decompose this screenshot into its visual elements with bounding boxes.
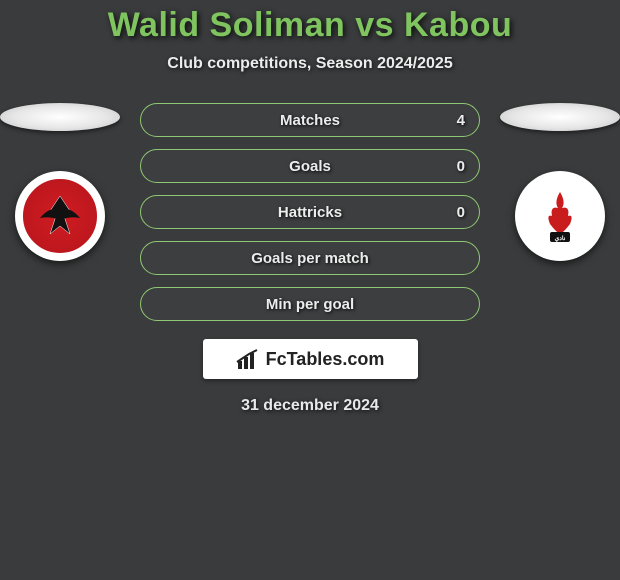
enppi-crest-icon: نادي: [520, 176, 600, 256]
stat-row-min-per-goal: Min per goal: [140, 287, 480, 321]
stat-label: Goals: [289, 158, 331, 175]
eagle-icon: [30, 186, 90, 246]
svg-text:نادي: نادي: [555, 235, 566, 242]
stat-label: Goals per match: [251, 250, 369, 267]
player-left-name-pill: [0, 103, 120, 131]
comparison-subtitle: Club competitions, Season 2024/2025: [0, 55, 620, 73]
comparison-body: نادي Matches 4 Goals 0 Hattricks 0 Goals…: [0, 103, 620, 415]
branding-text: FcTables.com: [266, 349, 385, 370]
branding-badge: FcTables.com: [203, 339, 418, 379]
comparison-date: 31 december 2024: [0, 397, 620, 415]
stat-label: Matches: [280, 112, 340, 129]
stats-list: Matches 4 Goals 0 Hattricks 0 Goals per …: [140, 103, 480, 321]
stat-row-matches: Matches 4: [140, 103, 480, 137]
stat-label: Min per goal: [266, 296, 354, 313]
player-right-club-badge: نادي: [515, 171, 605, 261]
stat-value-right: 0: [457, 158, 465, 175]
flame-icon: نادي: [530, 186, 590, 246]
player-left-club-badge: [15, 171, 105, 261]
player-right-name-pill: [500, 103, 620, 131]
stat-value-right: 0: [457, 204, 465, 221]
stat-value-right: 4: [457, 112, 465, 129]
stat-label: Hattricks: [278, 204, 342, 221]
alahly-crest-icon: [20, 176, 100, 256]
stat-row-hattricks: Hattricks 0: [140, 195, 480, 229]
stat-row-goals: Goals 0: [140, 149, 480, 183]
comparison-title: Walid Soliman vs Kabou: [0, 0, 620, 45]
player-right-column: نادي: [500, 103, 620, 261]
player-left-column: [0, 103, 120, 261]
stat-row-goals-per-match: Goals per match: [140, 241, 480, 275]
bar-chart-icon: [236, 347, 260, 371]
